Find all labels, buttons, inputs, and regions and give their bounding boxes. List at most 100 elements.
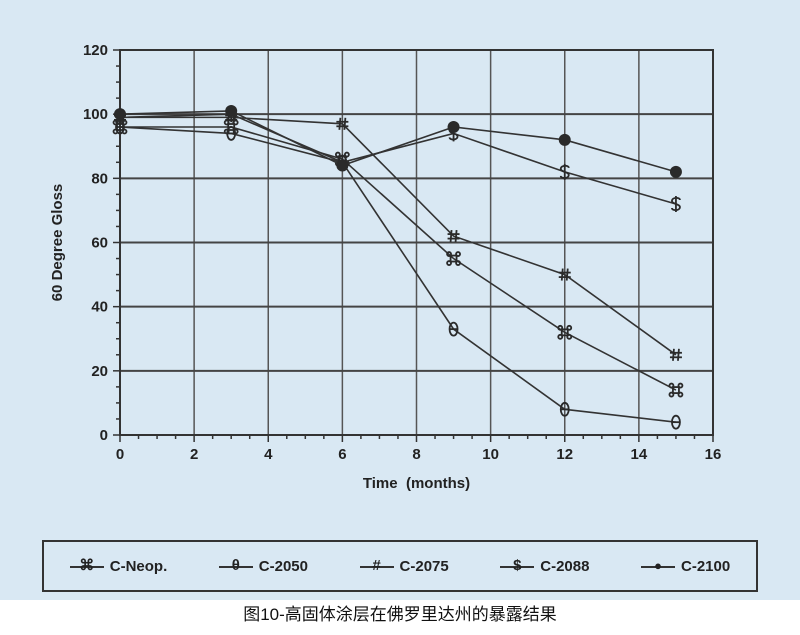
legend-item: θ C-2050	[218, 557, 308, 575]
y-tick-label: 80	[91, 170, 108, 187]
gloss-line-chart: 0 2 4 6 8 10 12 14 16 0 20 40 60 80 100 120 Time (months…	[49, 42, 722, 492]
marker-dot-shape	[336, 159, 349, 172]
figure-caption: 图10-高固体涂层在佛罗里达州的暴露结果	[243, 605, 557, 624]
legend-item: ● C-2100	[641, 557, 730, 575]
data-point-C-Neop.	[446, 251, 461, 266]
legend-marker-glyph: ⌘	[79, 557, 95, 574]
marker-dot-shape	[114, 108, 126, 121]
data-point-C-2075	[669, 348, 682, 361]
legend-marker: #	[359, 557, 394, 575]
x-tick-label: 4	[264, 446, 273, 463]
data-point-C-Neop.	[668, 382, 684, 398]
legend-marker: θ	[218, 557, 253, 575]
marker-cmd-square	[449, 254, 458, 263]
legend-marker: ⌘	[69, 557, 104, 575]
data-point-C-2100	[225, 104, 238, 117]
legend-marker: $	[500, 557, 535, 575]
data-point-C-Neop.	[557, 324, 573, 340]
marker-cmd-loop	[557, 324, 564, 331]
plot-frame	[119, 49, 714, 436]
marker-hash-stroke	[454, 230, 458, 243]
x-axis-label: Time (months)	[363, 475, 470, 492]
y-tick-label: 20	[91, 363, 108, 380]
marker-cmd-loop	[446, 260, 452, 266]
marker-cmd-square	[227, 123, 236, 131]
marker-hash-stroke	[449, 230, 453, 243]
legend-marker-glyph: #	[372, 557, 381, 574]
series-line-C-Neop.	[120, 126, 677, 391]
data-point-C-2088	[559, 163, 570, 180]
y-tick-label: 60	[91, 235, 108, 252]
marker-cmd-loop	[668, 391, 675, 398]
legend: ⌘ C-Neop. θ C-2050 # C-2075 $ C-2088 ● C-2100	[42, 540, 758, 592]
series-line-C-2075	[120, 116, 677, 356]
data-point-C-2100	[114, 108, 126, 121]
marker-cmd-square	[672, 386, 680, 394]
data-point-C-2100	[336, 159, 349, 172]
marker-dot-shape	[669, 165, 682, 178]
marker-cmd-loop	[455, 260, 461, 266]
legend-item: # C-2075	[359, 557, 449, 575]
x-tick-label: 10	[482, 446, 499, 463]
data-point-C-2075	[447, 230, 460, 243]
x-tick-label: 2	[190, 446, 198, 463]
legend-marker: ●	[641, 557, 675, 575]
data-point-C-2075	[336, 117, 349, 130]
marker-hash-stroke	[677, 348, 680, 361]
y-tick-label: 100	[83, 106, 108, 123]
data-point-C-2100	[669, 165, 682, 178]
marker-cmd-loop	[566, 333, 573, 340]
legend-marker-glyph: θ	[231, 557, 240, 574]
marker-cmd-loop	[446, 251, 452, 257]
marker-hash-stroke	[338, 117, 342, 130]
y-tick-label: 0	[100, 427, 108, 444]
x-tick-label: 12	[556, 446, 573, 463]
data-point-C-2050	[559, 401, 570, 417]
marker-hash-stroke	[565, 268, 569, 281]
data-point-C-2088	[671, 196, 681, 212]
legend-marker-glyph: $	[513, 557, 522, 574]
x-tick-label: 8	[412, 446, 420, 463]
legend-item: $ C-2088	[500, 557, 589, 575]
marker-dot-shape	[558, 133, 571, 146]
marker-cmd-loop	[557, 333, 564, 340]
marker-cmd-loop	[677, 382, 684, 389]
marker-cmd-loop	[232, 119, 239, 126]
x-tick-label: 14	[631, 446, 648, 463]
marker-hash-stroke	[560, 268, 564, 281]
marker-cmd-loop	[668, 382, 675, 389]
marker-cmd-square	[560, 328, 569, 337]
legend-label: C-Neop.	[109, 557, 168, 575]
x-tick-label: 6	[338, 446, 346, 463]
data-point-C-2050	[448, 321, 459, 337]
x-tick-label: 16	[705, 446, 722, 463]
x-tick-label: 0	[116, 446, 124, 463]
legend-label: C-2075	[399, 557, 449, 575]
y-axis-label: 60 Degree Gloss	[49, 184, 66, 302]
data-point-C-2100	[558, 133, 571, 146]
y-tick-label: 120	[83, 42, 108, 59]
marker-cmd-loop	[566, 324, 573, 331]
marker-dot-shape	[447, 121, 460, 133]
marker-cmd-loop	[677, 391, 684, 398]
data-point-C-2075	[558, 268, 571, 281]
marker-hash-stroke	[672, 348, 675, 361]
marker-cmd-loop	[334, 151, 341, 158]
data-point-C-2050	[671, 414, 681, 430]
legend-marker-glyph: ●	[654, 558, 662, 573]
legend-item: ⌘ C-Neop.	[69, 557, 168, 575]
y-tick-label: 40	[91, 299, 108, 316]
marker-dot-shape	[225, 104, 238, 117]
data-point-C-2100	[447, 121, 460, 133]
legend-label: C-2100	[681, 557, 731, 575]
series-line-C-2100	[119, 110, 677, 173]
series-line-C-2088	[119, 113, 677, 205]
legend-label: C-2050	[258, 557, 308, 575]
series-line-C-2050	[119, 126, 677, 423]
chart-background	[0, 0, 800, 600]
marker-cmd-loop	[343, 151, 350, 158]
legend-label: C-2088	[540, 557, 590, 575]
marker-cmd-loop	[455, 251, 461, 257]
data-point-C-2050	[226, 126, 237, 141]
marker-hash-stroke	[343, 117, 347, 130]
